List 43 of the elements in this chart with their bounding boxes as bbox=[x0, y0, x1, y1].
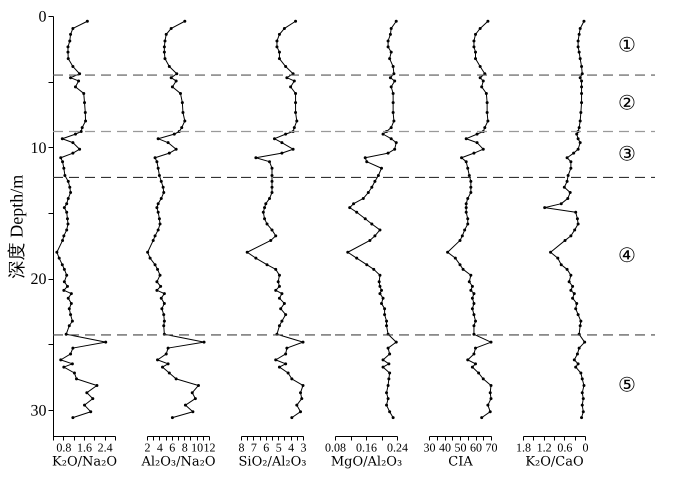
x-tick-label: 40 bbox=[439, 440, 451, 454]
x-tick-label: 30 bbox=[424, 440, 436, 454]
x-tick-label: 1.6 bbox=[77, 440, 92, 454]
text: ① bbox=[618, 32, 636, 57]
x-tick-label: 70 bbox=[486, 440, 498, 454]
x-axis-title: K₂O/CaO bbox=[525, 454, 584, 470]
x-tick-label: 60 bbox=[470, 440, 482, 454]
y-tick-label: 20 bbox=[30, 271, 46, 288]
x-tick-label: 10 bbox=[191, 440, 204, 454]
x-tick-label: 7 bbox=[250, 440, 257, 454]
y-tick-label: 0 bbox=[38, 8, 46, 26]
x-tick-label: 0.24 bbox=[387, 440, 408, 454]
x-tick-label: 6 bbox=[263, 440, 270, 454]
text: ② bbox=[618, 90, 636, 114]
x-tick-label: 0 bbox=[582, 440, 588, 454]
x-tick-label: 0.16 bbox=[356, 440, 377, 454]
x-tick-label: 6 bbox=[169, 440, 176, 454]
x-tick-label: 4 bbox=[156, 440, 163, 454]
x-tick-label: 5 bbox=[276, 440, 282, 454]
text: ④ bbox=[618, 243, 636, 268]
x-tick-label: 0.08 bbox=[325, 440, 346, 454]
x-axis-title: MgO/Al₂O₃ bbox=[330, 454, 402, 470]
x-axis-title: SiO₂/Al₂O₃ bbox=[238, 454, 306, 470]
x-axis-title: Al₂O₃/Na₂O bbox=[140, 454, 216, 470]
x-axis-title: K₂O/Na₂O bbox=[52, 454, 117, 470]
x-tick-label: 12 bbox=[204, 440, 216, 454]
y-axis-title: 深度 Depth/m bbox=[6, 174, 26, 278]
x-tick-label: 50 bbox=[454, 440, 466, 454]
x-tick-label: 2 bbox=[144, 440, 150, 454]
x-axis-title: CIA bbox=[448, 454, 474, 470]
x-tick-label: 8 bbox=[182, 440, 188, 454]
y-tick-label: 10 bbox=[30, 140, 46, 157]
x-tick-label: 4 bbox=[288, 440, 294, 454]
x-tick-label: 1.8 bbox=[516, 440, 531, 454]
y-tick-label: 30 bbox=[30, 402, 46, 420]
x-tick-label: 3 bbox=[300, 440, 306, 454]
x-tick-label: 1.2 bbox=[536, 440, 552, 454]
x-tick-label: 2.4 bbox=[98, 440, 113, 454]
text: ③ bbox=[618, 141, 636, 166]
x-tick-label: 0.8 bbox=[56, 440, 72, 454]
x-tick-label: 0.6 bbox=[557, 440, 572, 454]
text: ⑤ bbox=[618, 372, 636, 396]
x-tick-label: 8 bbox=[238, 440, 244, 454]
